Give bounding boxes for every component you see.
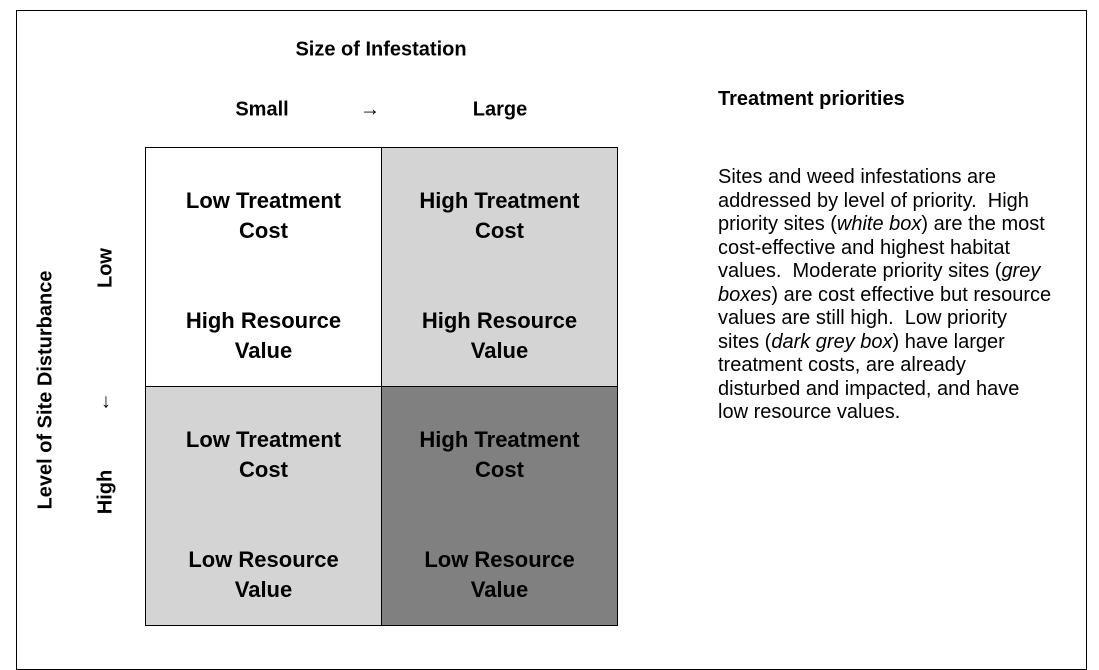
side-title: Level of Site Disturbance <box>34 270 57 510</box>
cell: High Treatment Cost High Resource Value <box>381 147 618 387</box>
text: ) have larger treatment costs, are alrea… <box>718 330 1025 424</box>
cell-text: Cost <box>239 457 288 482</box>
text: grey boxes <box>718 260 1046 306</box>
cell-text: Cost <box>475 457 524 482</box>
cell-text: Low Resource <box>424 547 575 572</box>
cell-text: Cost <box>239 218 288 243</box>
column-arrow: → <box>360 98 380 121</box>
cell-text: Low Treatment <box>185 188 342 213</box>
cell-text: Value <box>234 338 293 363</box>
cell: Low Treatment Cost High Resource Value <box>145 147 382 387</box>
text: Sites and weed infestations are addresse… <box>718 166 1035 235</box>
row-label: High <box>94 469 117 515</box>
row-label: Low <box>94 248 117 288</box>
cell-text: Cost <box>475 218 524 243</box>
cell-text: Value <box>234 577 293 602</box>
notes-title: Treatment priorities <box>718 88 905 110</box>
cell: Low Treatment Cost Low Resource Value <box>145 386 382 626</box>
cell-text: Value <box>470 577 529 602</box>
cell-text: Low Treatment <box>185 427 342 452</box>
cell-text: High Treatment <box>419 427 580 452</box>
column-label: Small <box>235 98 289 121</box>
text: ) are the most cost-effective and highes… <box>718 213 1051 282</box>
notes-text: Sites and weed infestations are addresse… <box>718 166 1053 425</box>
cell-text: Low Resource <box>188 547 339 572</box>
column-label: Large <box>472 98 528 121</box>
cell-text: High Resource <box>185 308 342 333</box>
cell-text: Value <box>470 338 529 363</box>
header-title: Size of Infestation <box>295 38 467 61</box>
page: Size of Infestation Small → Large Level … <box>16 10 1087 670</box>
cell-text: High Treatment <box>419 188 580 213</box>
text: ) are cost effective but resource values… <box>718 283 1057 353</box>
text: dark grey box <box>771 330 893 353</box>
cell-text: High Resource <box>421 308 578 333</box>
cell: High Treatment Cost Low Resource Value <box>381 386 618 626</box>
row-arrow: ↓ <box>101 390 111 413</box>
text: white box <box>836 213 922 235</box>
